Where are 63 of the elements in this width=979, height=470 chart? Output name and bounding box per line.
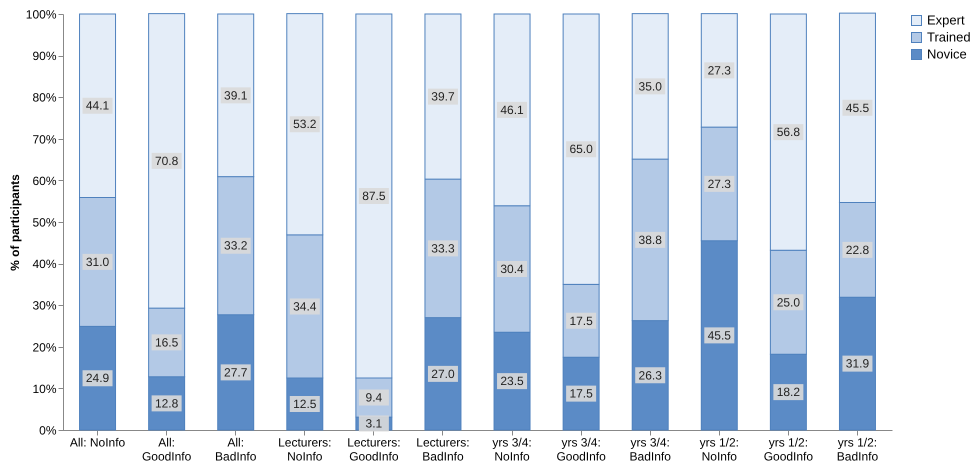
y-tick-label: 100% <box>26 8 57 22</box>
x-tick-label: yrs 3/4: GoodInfo <box>556 436 606 464</box>
y-tick-label: 40% <box>32 257 57 272</box>
data-label: 26.3 <box>638 368 662 382</box>
data-label: 12.5 <box>293 397 317 411</box>
data-label: 38.8 <box>638 232 662 247</box>
data-label: 16.5 <box>154 335 179 350</box>
data-label: 35.0 <box>638 79 662 94</box>
data-label: 39.1 <box>224 88 248 102</box>
data-label: 22.8 <box>846 242 870 257</box>
data-label: 12.8 <box>154 396 179 410</box>
y-tick-label: 80% <box>32 90 57 105</box>
data-label: 31.0 <box>86 254 110 269</box>
data-label: 9.4 <box>366 390 383 405</box>
data-label: 56.8 <box>776 125 800 140</box>
y-tick-label: 20% <box>32 340 57 354</box>
data-label: 27.0 <box>431 366 455 381</box>
x-tick-label: Lecturers: GoodInfo <box>347 436 401 464</box>
y-tick-label: 60% <box>32 174 57 188</box>
x-tick-label: All: BadInfo <box>215 436 257 464</box>
x-tick-label: Lecturers: NoInfo <box>278 436 332 464</box>
data-label: 17.5 <box>569 386 594 401</box>
data-label: 33.3 <box>431 241 455 256</box>
legend-label: Novice <box>927 46 967 62</box>
data-label: 46.1 <box>500 102 524 117</box>
data-label: 70.8 <box>154 154 179 168</box>
data-label: 27.3 <box>708 176 732 191</box>
data-label: 18.2 <box>776 385 800 400</box>
y-tick-label: 30% <box>32 298 57 313</box>
data-label: 31.9 <box>846 356 870 371</box>
data-label: 27.7 <box>224 365 248 380</box>
data-label: 87.5 <box>362 189 386 203</box>
data-label: 34.4 <box>293 299 317 314</box>
x-tick-label: yrs 3/4: BadInfo <box>630 436 672 464</box>
x-tick-label: yrs 1/2: BadInfo <box>836 436 878 464</box>
data-label: 27.3 <box>708 63 732 78</box>
y-tick-label: 50% <box>32 216 57 230</box>
data-label: 53.2 <box>293 117 317 132</box>
data-label: 39.7 <box>431 90 455 104</box>
y-tick-label: 10% <box>32 382 57 396</box>
data-label: 25.0 <box>776 295 800 310</box>
x-tick-label: yrs 3/4: NoInfo <box>492 436 532 464</box>
x-tick-label: Lecturers: BadInfo <box>416 436 470 464</box>
data-label: 23.5 <box>500 374 524 388</box>
x-tick-label: yrs 1/2: GoodInfo <box>764 436 814 464</box>
data-label: 33.2 <box>224 238 248 253</box>
y-tick-label: 90% <box>32 49 57 64</box>
legend-label: Trained <box>927 30 971 44</box>
data-label: 30.4 <box>500 262 524 276</box>
data-label: 24.9 <box>86 371 110 386</box>
x-tick-label: All: NoInfo <box>70 436 126 450</box>
data-label: 45.5 <box>708 328 732 342</box>
data-label: 3.1 <box>366 416 383 431</box>
x-tick-label: All: GoodInfo <box>142 436 192 464</box>
data-label: 17.5 <box>569 314 594 328</box>
y-tick-label: 0% <box>39 424 57 438</box>
y-axis-title: % of participants <box>8 174 22 271</box>
x-tick-label: yrs 1/2: NoInfo <box>700 436 739 464</box>
data-label: 45.5 <box>846 100 870 115</box>
legend-label: Expert <box>927 12 965 28</box>
data-label: 65.0 <box>569 142 594 156</box>
data-label: 44.1 <box>86 98 110 113</box>
y-tick-label: 70% <box>32 132 57 146</box>
